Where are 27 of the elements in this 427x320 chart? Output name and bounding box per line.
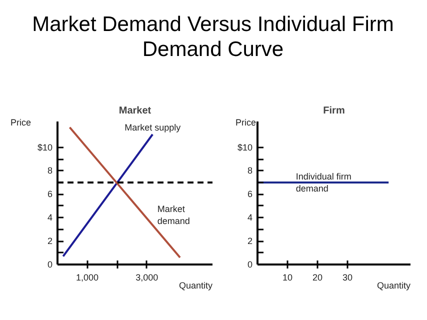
y-tick-label: 8 [47, 166, 53, 176]
chart-subtitle: Market [118, 106, 152, 116]
y-axis-title: Price [10, 118, 32, 128]
y-tick-label: $10 [237, 142, 253, 152]
x-axis-title: Quantity [178, 280, 213, 290]
y-tick-label: 4 [47, 212, 53, 223]
chart-subtitle: Firm [323, 106, 345, 116]
chart-title: Market Demand Versus Individual Firm Demand Curve [31, 12, 395, 62]
y-tick-label: 4 [247, 212, 253, 223]
y-tick-label: 0 [47, 260, 53, 270]
y-tick-label: 0 [247, 260, 253, 270]
y-tick-label: $10 [37, 142, 53, 152]
y-tick-label: 2 [247, 236, 253, 246]
y-tick-label: 8 [247, 166, 253, 176]
y-axis-title: Price [236, 118, 256, 128]
x-axis-title: Quantity [376, 280, 411, 290]
y-tick-label: 6 [247, 189, 253, 200]
x-tick-label: 30 [342, 272, 353, 282]
annotation: Individual firm demand [296, 171, 352, 194]
y-tick-label: 6 [47, 189, 53, 200]
series-label: Market supply [124, 122, 182, 132]
y-tick-label: 2 [47, 236, 53, 246]
series-label: Market demand [157, 204, 190, 226]
x-tick-label: 1,000 [76, 272, 99, 282]
x-tick-label: 10 [282, 272, 293, 282]
x-tick-label: 3,000 [136, 272, 158, 282]
x-tick-label: 20 [312, 272, 323, 282]
